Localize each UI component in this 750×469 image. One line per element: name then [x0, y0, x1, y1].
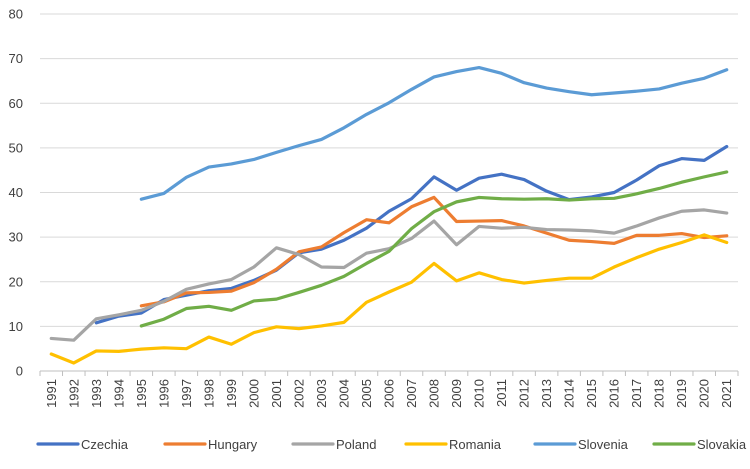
legend: Czechia Hungary Poland Romania Slovenia Slova…	[36, 437, 747, 452]
y-tick-label: 80	[9, 7, 23, 22]
y-tick-label: 60	[9, 96, 23, 111]
x-tick-label: 1998	[201, 379, 216, 408]
y-tick-label: 50	[9, 140, 23, 155]
x-tick-label: 1994	[111, 379, 126, 408]
y-tick-label: 70	[9, 51, 23, 66]
y-axis: 0 10 20 30 40 50 60 70 80	[9, 7, 23, 379]
legend-label-poland: Poland	[336, 437, 376, 452]
x-tick-label: 2017	[629, 379, 644, 408]
x-tick-label: 2010	[472, 379, 487, 408]
x-tick-label: 1991	[44, 379, 59, 408]
x-tick-label: 2013	[539, 379, 554, 408]
series-line-romania	[49, 233, 729, 365]
x-axis: 1991 1992 1993 1994 1995 1996 1997 1998 1999 2000…	[39, 370, 739, 408]
legend-label-slovakia: Slovakia	[697, 437, 747, 452]
series-line-poland	[49, 208, 729, 342]
x-tick-label: 2012	[517, 379, 532, 408]
x-tick-label: 2005	[359, 379, 374, 408]
y-tick-label: 10	[9, 319, 23, 334]
legend-label-romania: Romania	[449, 437, 502, 452]
grid-lines	[40, 13, 738, 327]
x-tick-label: 1999	[224, 379, 239, 408]
x-tick-label: 1993	[89, 379, 104, 408]
y-tick-label: 0	[16, 364, 23, 379]
legend-label-slovenia: Slovenia	[578, 437, 629, 452]
x-tick-label: 2019	[674, 379, 689, 408]
x-tick-label: 1995	[134, 379, 149, 408]
x-tick-label: 2018	[652, 379, 667, 408]
x-tick-label: 2015	[584, 379, 599, 408]
x-tick-label: 2004	[336, 379, 351, 408]
x-tick-label: 2000	[246, 379, 261, 408]
y-tick-label: 40	[9, 185, 23, 200]
x-tick-label: 2021	[719, 379, 734, 408]
x-tick-label: 2011	[494, 379, 509, 407]
legend-label-czechia: Czechia	[81, 437, 129, 452]
series-line-czechia	[94, 144, 729, 325]
series-line-hungary	[139, 195, 729, 308]
y-tick-label: 30	[9, 230, 23, 245]
y-tick-label: 20	[9, 274, 23, 289]
x-tick-label: 1997	[179, 379, 194, 408]
x-tick-label: 1996	[156, 379, 171, 408]
series-lines	[49, 65, 729, 365]
x-tick-label: 2002	[291, 379, 306, 408]
x-tick-label: 2020	[697, 379, 712, 408]
x-tick-label: 2007	[404, 379, 419, 408]
x-tick-label: 2014	[562, 379, 577, 408]
series-line-slovakia	[139, 170, 729, 328]
series-line-slovenia	[139, 65, 729, 201]
x-tick-label: 2008	[427, 379, 442, 408]
x-tick-label: 2009	[449, 379, 464, 408]
x-tick-label: 2003	[314, 379, 329, 408]
x-tick-label: 1992	[66, 379, 81, 408]
x-tick-label: 2016	[607, 379, 622, 408]
x-tick-label: 2006	[382, 379, 397, 408]
x-tick-label: 2001	[269, 379, 284, 408]
legend-label-hungary: Hungary	[208, 437, 258, 452]
